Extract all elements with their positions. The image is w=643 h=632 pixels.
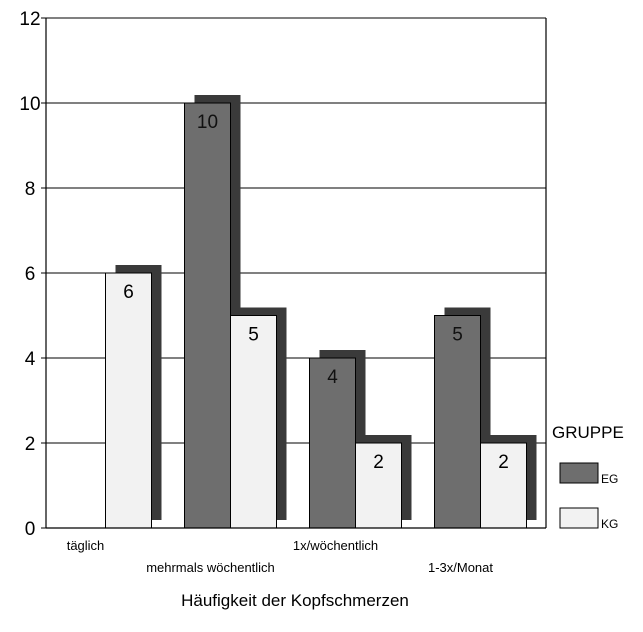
y-tick-label: 10 xyxy=(19,94,40,115)
y-tick-label: 6 xyxy=(25,264,36,285)
x-category-label: 1x/wöchentlich xyxy=(293,538,378,553)
bar-value-label: 6 xyxy=(123,282,134,303)
bar-kg: 2 xyxy=(480,435,537,529)
legend: GRUPPE EG KG xyxy=(552,423,624,531)
bar-rect xyxy=(434,315,481,529)
bar-value-label: 5 xyxy=(248,325,259,346)
bar-eg: 10 xyxy=(184,95,241,529)
y-tick-label: 4 xyxy=(25,349,36,370)
legend-label-kg: KG xyxy=(601,517,618,531)
bar-rect xyxy=(184,102,231,529)
bars: 6 10 5 4 2 5 2 xyxy=(105,95,537,529)
bar-value-label: 2 xyxy=(373,452,384,473)
bar-kg: 2 xyxy=(355,435,412,529)
bar-value-label: 10 xyxy=(197,112,218,133)
bar-rect xyxy=(309,357,356,529)
y-tick-label: 12 xyxy=(19,9,40,30)
y-tick-label: 2 xyxy=(25,434,36,455)
legend-label-eg: EG xyxy=(601,472,618,486)
bar-eg: 4 xyxy=(309,350,366,529)
y-tick-label: 0 xyxy=(25,519,36,540)
bar-rect xyxy=(105,272,152,529)
bar-rect xyxy=(355,442,402,529)
x-category-label: mehrmals wöchentlich xyxy=(146,560,275,575)
x-axis-label: Häufigkeit der Kopfschmerzen xyxy=(181,591,409,610)
y-tick-label: 8 xyxy=(25,179,36,200)
legend-swatch-kg xyxy=(559,507,599,529)
x-category-labels: täglich mehrmals wöchentlich 1x/wöchentlic… xyxy=(67,538,494,575)
bar-value-label: 4 xyxy=(327,367,338,388)
legend-swatch-eg xyxy=(559,462,599,484)
bar-value-label: 5 xyxy=(452,325,463,346)
bar-kg: 6 xyxy=(105,265,162,529)
x-category-label: 1-3x/Monat xyxy=(428,560,493,575)
bar-rect xyxy=(480,442,527,529)
x-category-label: täglich xyxy=(67,538,105,553)
bar-rect xyxy=(230,315,277,529)
bar-kg: 5 xyxy=(230,307,287,529)
y-tick-labels: 0 2 4 6 8 10 12 xyxy=(19,9,40,540)
legend-title: GRUPPE xyxy=(552,423,624,442)
axes xyxy=(41,17,547,529)
bar-value-label: 2 xyxy=(498,452,509,473)
